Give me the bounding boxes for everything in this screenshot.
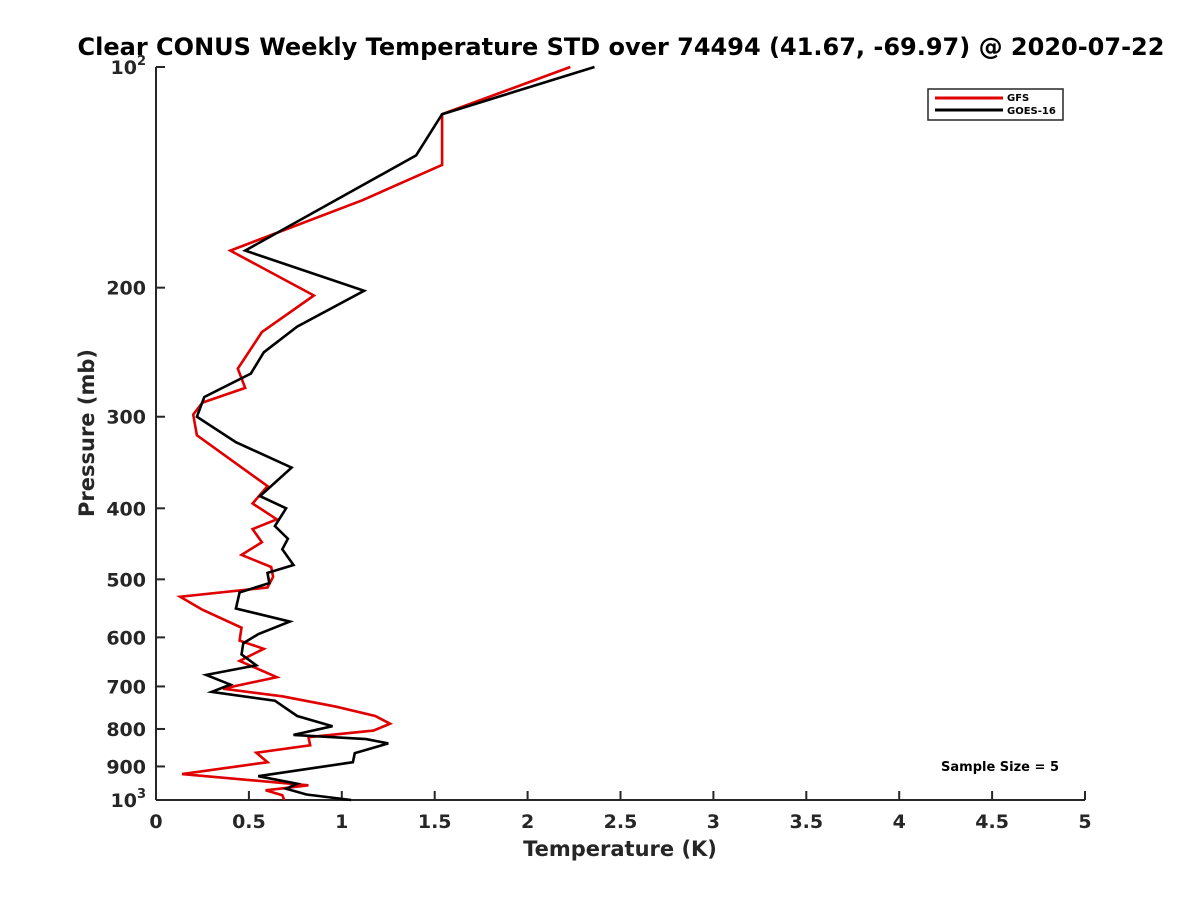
y-tick-label: 700 bbox=[106, 676, 146, 698]
y-tick-label-exponent: 3 bbox=[137, 787, 146, 802]
x-tick-label: 2 bbox=[521, 811, 534, 833]
y-tick-label-base: 10 bbox=[111, 790, 137, 812]
y-tick-label: 200 bbox=[106, 278, 146, 300]
legend-box bbox=[927, 88, 1064, 121]
legend: GFS GOES-16 bbox=[927, 88, 1064, 121]
x-tick-label: 5 bbox=[1078, 811, 1091, 833]
chart-title: Clear CONUS Weekly Temperature STD over … bbox=[78, 33, 1165, 61]
y-tick-label: 300 bbox=[106, 407, 146, 429]
y-tick-label: 600 bbox=[106, 627, 146, 649]
x-tick-label: 1 bbox=[335, 811, 348, 833]
x-tick-label: 0 bbox=[149, 811, 162, 833]
x-tick-label: 4.5 bbox=[975, 811, 1009, 833]
legend-label-goes16: GOES-16 bbox=[1007, 106, 1056, 117]
x-tick-label: 3 bbox=[707, 811, 720, 833]
y-tick-label: 400 bbox=[106, 498, 146, 520]
legend-label-gfs: GFS bbox=[1007, 93, 1029, 104]
y-tick-label: 103 bbox=[111, 787, 147, 812]
y-tick-label: 800 bbox=[106, 719, 146, 741]
series-lines bbox=[176, 65, 595, 802]
y-tick-label: 102 bbox=[111, 54, 147, 79]
series-line-gfs bbox=[176, 65, 571, 801]
x-tick-label: 3.5 bbox=[789, 811, 823, 833]
x-axis-label: Temperature (K) bbox=[523, 837, 717, 861]
x-tick-label: 2.5 bbox=[604, 811, 638, 833]
y-tick-label-exponent: 2 bbox=[137, 54, 146, 69]
y-tick-label: 500 bbox=[106, 569, 146, 591]
x-axis-ticks: 0 0.5 1 1.5 2 2.5 3 3.5 4 4.5 5 bbox=[149, 791, 1092, 833]
sample-size-note: Sample Size = 5 bbox=[941, 760, 1059, 775]
x-tick-label: 4 bbox=[893, 811, 906, 833]
x-tick-label: 1.5 bbox=[418, 811, 452, 833]
series-line-goes-16 bbox=[195, 65, 595, 802]
plot-area: 0 0.5 1 1.5 2 2.5 3 3.5 4 4.5 5 102200300400500600… bbox=[106, 54, 1091, 833]
y-tick-label: 900 bbox=[106, 756, 146, 778]
x-tick-label: 0.5 bbox=[232, 811, 266, 833]
y-tick-label-base: 10 bbox=[111, 57, 137, 79]
y-axis-label: Pressure (mb) bbox=[75, 349, 99, 517]
